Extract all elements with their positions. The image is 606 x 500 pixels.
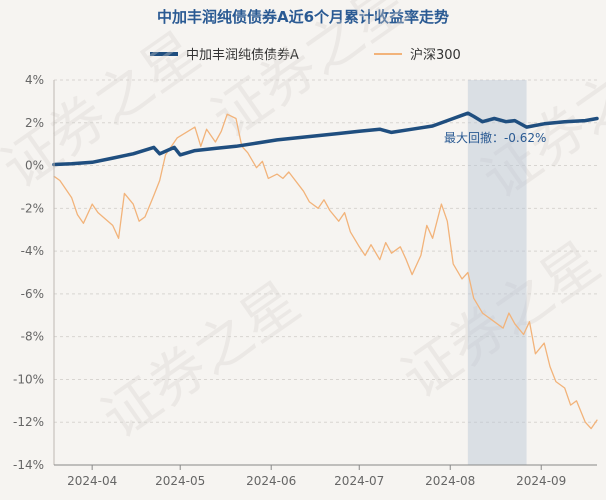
x-tick-label: 2024-08 [425,474,475,488]
y-tick-label: -14% [13,458,44,472]
max-drawdown-label: 最大回撤：-0.62% [444,130,546,145]
legend: 中加丰润纯债债券A 沪深300 [0,44,606,64]
legend-label-hs300: 沪深300 [410,48,461,63]
legend-label-fund: 中加丰润纯债债券A [186,48,299,63]
chart-title: 中加丰润纯债债券A近6个月累计收益率走势 [156,8,450,26]
x-tick-label: 2024-09 [516,474,566,488]
x-tick-label: 2024-05 [155,474,205,488]
legend-swatch-fund [150,51,178,56]
y-tick-label: -10% [13,372,44,386]
legend-item-fund[interactable]: 中加丰润纯债债券A [150,44,299,63]
y-tick-label: 2% [25,116,44,130]
x-tick-label: 2024-06 [246,474,296,488]
y-tick-label: -4% [21,244,44,258]
y-tick-label: -2% [21,201,44,215]
watermark-text: 证券之星 [0,20,212,202]
x-tick-label: 2024-04 [67,474,117,488]
drawdown-band-layer: 最大回撤：-0.62% [444,80,546,465]
y-tick-label: -12% [13,415,44,429]
x-tick-label: 2024-07 [334,474,384,488]
legend-swatch-hs300 [374,52,402,55]
series-line-fund [52,111,599,167]
y-tick-label: 4% [25,73,44,87]
axis-layer: 4% 2% 0% -2% -4% -6% -8% -10% -12% -14% 2024-04 202… [13,73,597,488]
y-tick-label: -8% [21,330,44,344]
series-line-hs300 [53,113,598,430]
watermark-text: 证券之星 [91,270,312,452]
y-tick-label: -6% [21,287,44,301]
legend-item-hs300[interactable]: 沪深300 [374,44,461,63]
watermark-text: 证券之星 [201,0,422,151]
series-layer [52,111,599,430]
y-tick-label: 0% [25,159,44,173]
max-drawdown-band [467,80,527,465]
